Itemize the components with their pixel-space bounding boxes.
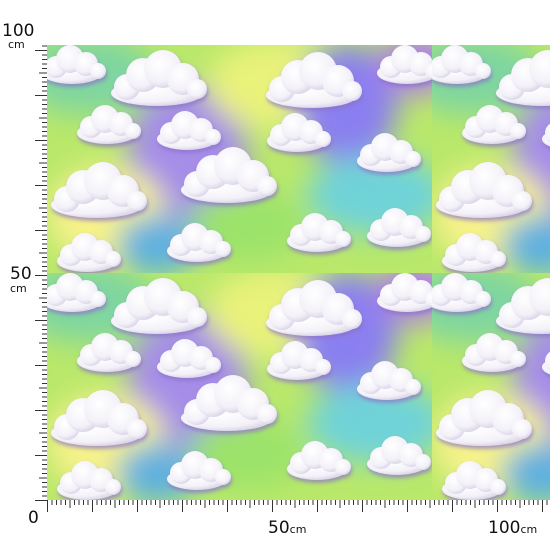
ruler-ticks — [35, 45, 548, 512]
ruler-unit: cm — [290, 523, 307, 536]
ruler-unit: cm — [10, 282, 27, 295]
ruler-unit: cm — [8, 38, 25, 51]
ruler-value: 100 — [488, 518, 520, 538]
fabric-pattern — [47, 45, 550, 500]
ruler-label: 100cm — [488, 518, 537, 538]
ruler-label: 50cm — [268, 518, 306, 538]
ruler-value: 50 — [268, 518, 290, 538]
ruler-label: 50 — [10, 264, 32, 284]
ruler-label: 0 — [28, 508, 39, 528]
ruler-unit: cm — [520, 523, 537, 536]
ruler-label: 100 — [2, 21, 34, 41]
